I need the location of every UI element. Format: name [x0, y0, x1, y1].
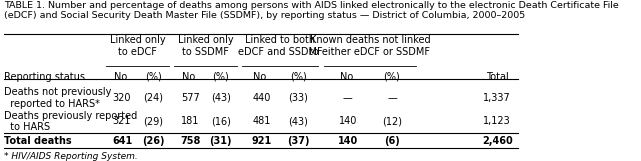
- Text: (24): (24): [143, 93, 163, 103]
- Text: (31): (31): [210, 136, 232, 146]
- Text: 481: 481: [253, 116, 271, 126]
- Text: Linked to both
eDCF and SSDMF: Linked to both eDCF and SSDMF: [238, 35, 322, 57]
- Text: (26): (26): [142, 136, 164, 146]
- Text: 140: 140: [338, 116, 357, 126]
- Text: Deaths not previously
  reported to HARS*: Deaths not previously reported to HARS*: [4, 87, 112, 109]
- Text: Total: Total: [486, 72, 508, 82]
- Text: 641: 641: [112, 136, 132, 146]
- Text: No.: No.: [114, 72, 130, 82]
- Text: * HIV/AIDS Reporting System.: * HIV/AIDS Reporting System.: [4, 152, 138, 161]
- Text: 181: 181: [181, 116, 199, 126]
- Text: (16): (16): [211, 116, 231, 126]
- Text: (43): (43): [288, 116, 308, 126]
- Text: (%): (%): [383, 72, 400, 82]
- Text: TABLE 1. Number and percentage of deaths among persons with AIDS linked electron: TABLE 1. Number and percentage of deaths…: [4, 1, 619, 20]
- Text: (%): (%): [145, 72, 162, 82]
- Text: 140: 140: [338, 136, 358, 146]
- Text: Linked only
to SSDMF: Linked only to SSDMF: [178, 35, 233, 57]
- Text: 320: 320: [113, 93, 131, 103]
- Text: (12): (12): [382, 116, 402, 126]
- Text: —: —: [343, 93, 353, 103]
- Text: Deaths previously reported
  to HARS: Deaths previously reported to HARS: [4, 111, 137, 132]
- Text: (29): (29): [143, 116, 163, 126]
- Text: (%): (%): [290, 72, 307, 82]
- Text: 577: 577: [181, 93, 199, 103]
- Text: Reporting status: Reporting status: [4, 72, 85, 82]
- Text: No.: No.: [182, 72, 198, 82]
- Text: 440: 440: [253, 93, 271, 103]
- Text: Linked only
to eDCF: Linked only to eDCF: [110, 35, 165, 57]
- Text: 758: 758: [180, 136, 201, 146]
- Text: 921: 921: [251, 136, 272, 146]
- Text: (37): (37): [287, 136, 310, 146]
- Text: 321: 321: [113, 116, 131, 126]
- Text: Total deaths: Total deaths: [4, 136, 72, 146]
- Text: No.: No.: [340, 72, 356, 82]
- Text: (6): (6): [384, 136, 400, 146]
- Text: 2,460: 2,460: [482, 136, 513, 146]
- Text: (43): (43): [211, 93, 231, 103]
- Text: (%): (%): [212, 72, 229, 82]
- Text: Known deaths not linked
to either eDCF or SSDMF: Known deaths not linked to either eDCF o…: [310, 35, 430, 57]
- Text: (33): (33): [288, 93, 308, 103]
- Text: —: —: [387, 93, 397, 103]
- Text: 1,123: 1,123: [483, 116, 511, 126]
- Text: No.: No.: [253, 72, 270, 82]
- Text: 1,337: 1,337: [483, 93, 511, 103]
